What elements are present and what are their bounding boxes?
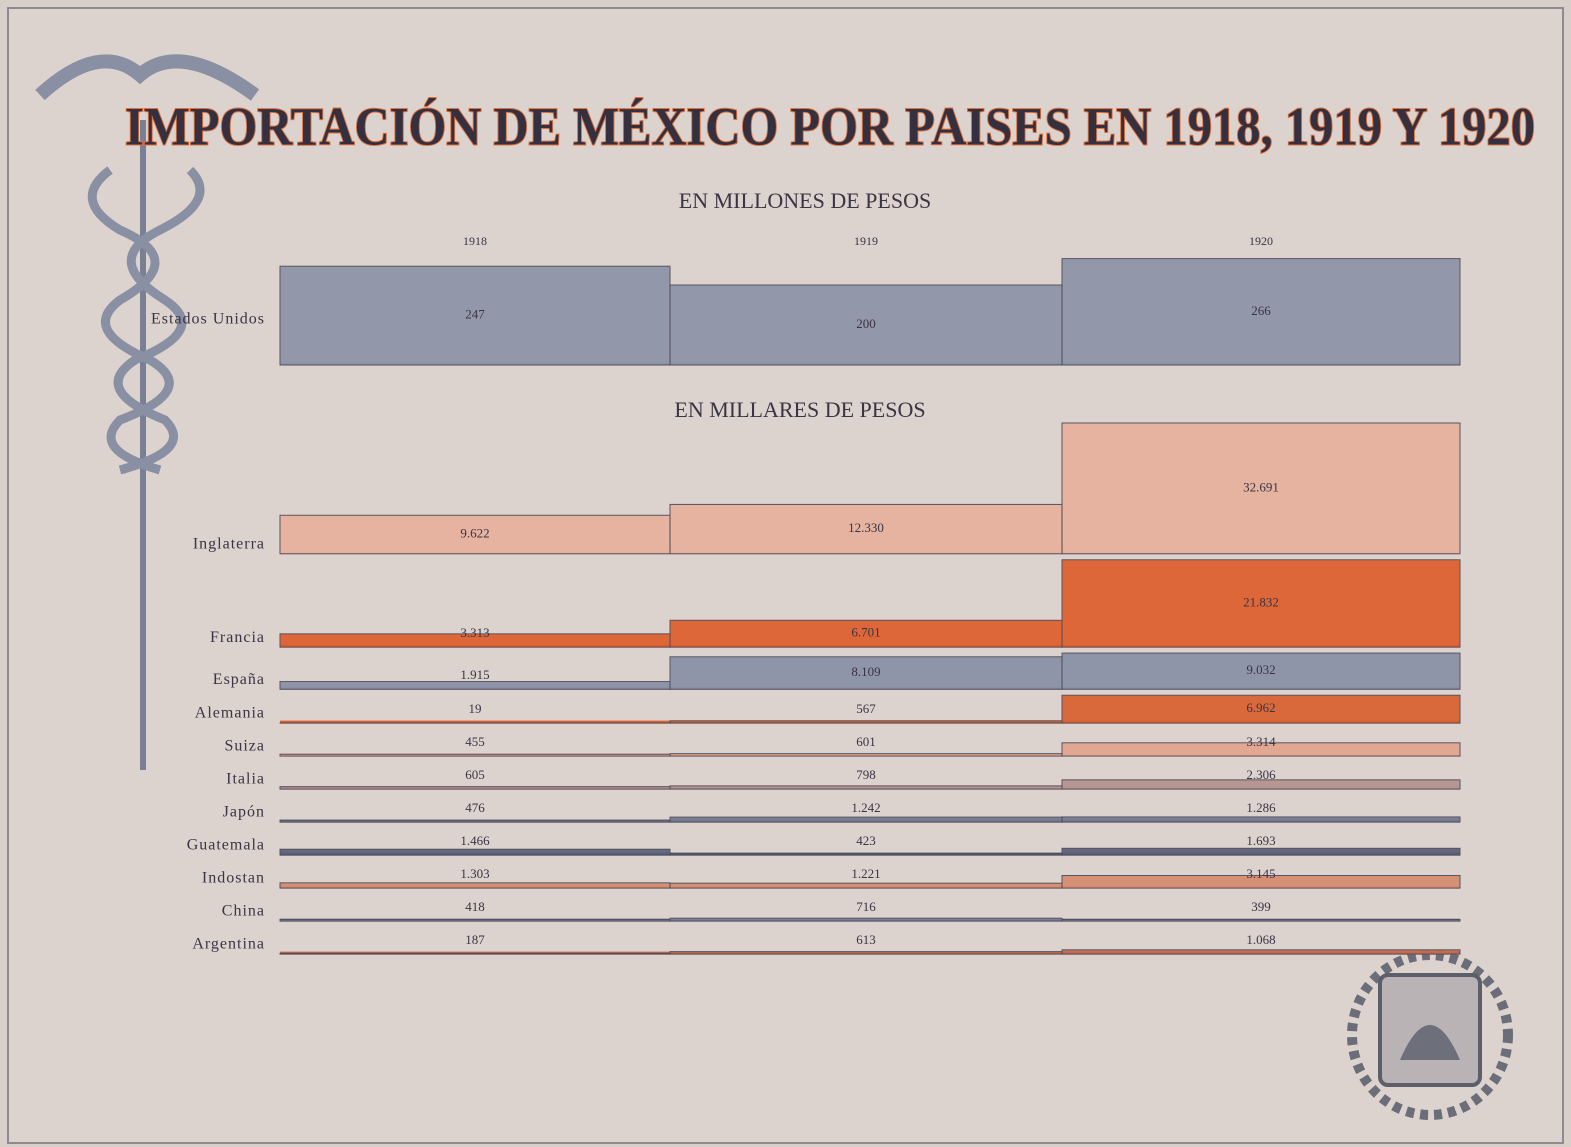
value-label: 798 bbox=[856, 767, 876, 782]
bar bbox=[1061, 258, 1461, 366]
bar bbox=[669, 753, 1063, 757]
value-label: 2.306 bbox=[1246, 767, 1276, 782]
subtitle: EN MILLONES DE PESOS bbox=[679, 188, 931, 213]
value-label: 1.286 bbox=[1246, 800, 1276, 815]
value-label: 8.109 bbox=[851, 664, 880, 679]
bar bbox=[279, 882, 671, 889]
bar bbox=[669, 882, 1063, 889]
value-label: 3.145 bbox=[1246, 866, 1275, 881]
legend-label: España bbox=[213, 671, 265, 688]
legend-label: Inglaterra bbox=[193, 535, 265, 552]
value-label: 1.221 bbox=[851, 866, 880, 881]
value-label: 6.701 bbox=[851, 625, 880, 640]
bar bbox=[279, 848, 671, 856]
bar bbox=[669, 656, 1063, 690]
value-label: 3.313 bbox=[460, 625, 489, 640]
x-tick-label: 1918 bbox=[463, 234, 487, 248]
legend-label: Guatemala bbox=[187, 837, 265, 854]
bar bbox=[669, 816, 1063, 823]
value-label: 567 bbox=[856, 701, 876, 716]
value-label: 266 bbox=[1251, 303, 1271, 318]
bar bbox=[279, 514, 671, 555]
bar bbox=[669, 284, 1063, 366]
legend-label: Japón bbox=[223, 804, 265, 821]
bar bbox=[1061, 918, 1461, 922]
legend-label: Francia bbox=[210, 629, 265, 646]
value-label: 19 bbox=[469, 701, 482, 716]
subtitle: EN MILLARES DE PESOS bbox=[674, 397, 925, 422]
legend-label: Argentina bbox=[192, 936, 265, 953]
bar bbox=[669, 852, 1063, 856]
chart-title: IMPORTACIÓN DE MÉXICO POR PAISES EN 1918… bbox=[125, 96, 1535, 156]
value-label: 187 bbox=[465, 932, 485, 947]
value-label: 1.693 bbox=[1246, 833, 1275, 848]
value-label: 6.962 bbox=[1246, 700, 1275, 715]
value-label: 1.068 bbox=[1246, 932, 1275, 947]
bar bbox=[1061, 742, 1461, 757]
legend-label: China bbox=[222, 903, 265, 920]
value-label: 21.832 bbox=[1243, 594, 1279, 609]
value-label: 9.622 bbox=[460, 526, 489, 541]
value-label: 3.314 bbox=[1246, 734, 1276, 749]
value-label: 247 bbox=[465, 307, 485, 322]
bar bbox=[669, 917, 1063, 922]
bar bbox=[1061, 816, 1461, 823]
value-label: 9.032 bbox=[1246, 662, 1275, 677]
bar bbox=[669, 619, 1063, 648]
value-label: 32.691 bbox=[1243, 479, 1279, 494]
value-label: 399 bbox=[1251, 899, 1271, 914]
bar bbox=[1061, 949, 1461, 955]
value-label: 12.330 bbox=[848, 520, 884, 535]
bar bbox=[279, 918, 671, 922]
value-label: 1.242 bbox=[851, 800, 880, 815]
bar bbox=[279, 265, 671, 366]
bar bbox=[1061, 779, 1461, 790]
bar bbox=[279, 681, 671, 690]
bar bbox=[1061, 559, 1461, 648]
value-label: 601 bbox=[856, 734, 876, 749]
bar bbox=[669, 951, 1063, 955]
bar bbox=[669, 720, 1063, 724]
value-label: 455 bbox=[465, 734, 485, 749]
x-tick-label: 1920 bbox=[1249, 234, 1273, 248]
value-label: 1.303 bbox=[460, 866, 489, 881]
value-label: 613 bbox=[856, 932, 876, 947]
bar bbox=[1061, 422, 1461, 555]
bar bbox=[1061, 874, 1461, 889]
bar bbox=[1061, 694, 1461, 724]
value-label: 418 bbox=[465, 899, 485, 914]
x-tick-label: 1919 bbox=[854, 234, 878, 248]
legend-label: Italia bbox=[226, 771, 265, 788]
value-label: 476 bbox=[465, 800, 485, 815]
value-label: 605 bbox=[465, 767, 485, 782]
value-label: 200 bbox=[856, 316, 876, 331]
bar bbox=[279, 786, 671, 790]
bar bbox=[279, 753, 671, 757]
value-label: 1.466 bbox=[460, 833, 490, 848]
bar bbox=[279, 819, 671, 823]
value-label: 1.915 bbox=[460, 667, 489, 682]
legend-label: Indostan bbox=[202, 870, 265, 887]
bar bbox=[669, 785, 1063, 790]
value-label: 716 bbox=[856, 899, 876, 914]
caduceus bbox=[35, 54, 260, 770]
legend-label: Alemania bbox=[195, 705, 265, 722]
legend-label: Suiza bbox=[224, 738, 265, 755]
bar bbox=[1061, 847, 1461, 856]
value-label: 423 bbox=[856, 833, 876, 848]
bar bbox=[1061, 652, 1461, 690]
legend-label: Estados Unidos bbox=[151, 311, 265, 328]
coat-of-arms bbox=[1347, 950, 1513, 1120]
bar bbox=[279, 952, 671, 955]
